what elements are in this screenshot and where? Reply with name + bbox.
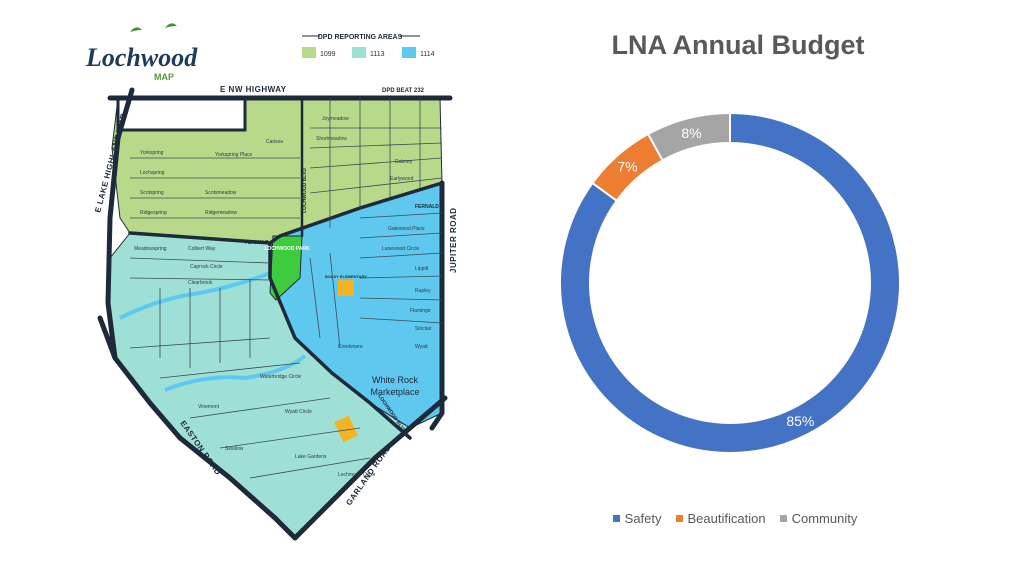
bird-icon bbox=[165, 23, 177, 28]
beat-label: DPD BEAT 232 bbox=[382, 88, 425, 94]
legend-swatch-safety bbox=[612, 515, 620, 522]
legend-item-beautification: Beautification bbox=[675, 511, 766, 526]
road-label-top: E NW HIGHWAY bbox=[220, 85, 287, 94]
minor-streets bbox=[129, 98, 443, 479]
street-label: Creekmere bbox=[338, 344, 363, 350]
street-label: Scotsmeadow bbox=[205, 190, 237, 196]
street-label: Swallow bbox=[225, 446, 244, 452]
logo-word: Lochwood bbox=[85, 43, 198, 72]
legend-code-1099: 1099 bbox=[320, 51, 336, 58]
street-label: Colbert Way bbox=[188, 246, 216, 252]
legend-swatch-1113 bbox=[352, 47, 366, 58]
street-label: Waterbridge Circle bbox=[260, 374, 301, 380]
doughnut-slices bbox=[559, 111, 901, 454]
map-legend: DPD REPORTING AREAS 1099 1113 1114 bbox=[302, 34, 435, 58]
street-label: Shortmeadow bbox=[316, 136, 347, 142]
park-label: LOCHWOOD PARK bbox=[264, 246, 310, 252]
street-label: Yorkspring Place bbox=[215, 152, 253, 158]
legend-label-safety: Safety bbox=[624, 511, 662, 526]
logo-sub: MAP bbox=[154, 72, 174, 82]
library-block bbox=[334, 415, 358, 443]
fernald-left: FERNALD bbox=[245, 240, 269, 246]
street-label: Rupley bbox=[415, 288, 431, 294]
street-label: Yorkspring bbox=[140, 150, 164, 156]
street-label: Wyatt bbox=[415, 344, 428, 350]
street-label: Joymeadow bbox=[322, 116, 349, 122]
data-label-community: 8% bbox=[681, 125, 701, 141]
street-label: Lippitt bbox=[415, 266, 429, 272]
street-labels: Joymeadow Carissa Shortmeadow Yorkspring… bbox=[134, 116, 432, 478]
street-label: Lanewood Circle bbox=[382, 246, 419, 252]
chart-title: LNA Annual Budget bbox=[611, 30, 865, 60]
doughnut-data-labels: 85% 7% 8% bbox=[617, 125, 814, 429]
street-label: Caprock Circle bbox=[190, 264, 223, 270]
street-label: Gatewood Place bbox=[388, 226, 425, 232]
street-label: Wyatt Circle bbox=[285, 409, 312, 415]
legend-item-community: Community bbox=[779, 511, 858, 526]
leaf-icon bbox=[130, 27, 142, 32]
legend-swatch-beautification bbox=[675, 515, 683, 522]
road-label-right: JUPITER ROAD bbox=[449, 207, 458, 273]
street-label: Scotspring bbox=[140, 190, 164, 196]
legend-label-community: Community bbox=[791, 511, 858, 526]
map-graphic: Lochwood MAP DPD REPORTING AREAS 1099 11… bbox=[85, 23, 458, 541]
legend-label-beautification: Beautification bbox=[687, 511, 766, 526]
excluded-block bbox=[116, 96, 247, 132]
legend-item-safety: Safety bbox=[612, 511, 662, 526]
legend-code-1113: 1113 bbox=[370, 51, 385, 58]
street-label: Clearbrook bbox=[188, 280, 213, 286]
legend-swatch-1099 bbox=[302, 47, 316, 58]
road-label-center: LOCHWOOD BLVD bbox=[302, 168, 308, 213]
slice-safety bbox=[559, 111, 901, 454]
school-block bbox=[338, 280, 354, 296]
legend-code-1114: 1114 bbox=[420, 51, 435, 58]
fernald-right: FERNALD bbox=[415, 204, 439, 210]
street-label: Flamingo bbox=[410, 308, 431, 314]
street-label: Lake Gardens bbox=[295, 454, 327, 460]
marketplace-line1: White Rock bbox=[372, 375, 419, 385]
budget-doughnut-chart: 85% 7% 8% bbox=[559, 111, 901, 454]
street-label: Carissa bbox=[266, 139, 283, 145]
marketplace-line2: Marketplace bbox=[370, 387, 419, 397]
street-label: Ridgespring bbox=[140, 210, 167, 216]
street-label: Vinemont bbox=[198, 404, 220, 410]
slice-community bbox=[646, 111, 731, 162]
street-label: Lochspring bbox=[140, 170, 165, 176]
creek-2 bbox=[164, 354, 307, 392]
street-label: Meadowspring bbox=[134, 246, 167, 252]
street-label: Earlywood bbox=[390, 176, 414, 182]
legend-swatch-1114 bbox=[402, 47, 416, 58]
data-label-safety: 85% bbox=[786, 413, 814, 429]
street-label: Sinclair bbox=[415, 326, 432, 332]
main-roads bbox=[97, 87, 453, 541]
school-label: BOLSY ELEMENTARY bbox=[325, 274, 367, 279]
legend-title: DPD REPORTING AREAS bbox=[318, 34, 403, 41]
creek-3 bbox=[309, 326, 401, 342]
street-label: Dabney bbox=[395, 159, 413, 165]
street-label: Ridgemeadow bbox=[205, 210, 237, 216]
data-label-beautification: 7% bbox=[617, 159, 637, 175]
map-logo: Lochwood MAP bbox=[85, 23, 198, 82]
chart-legend: Safety Beautification Community bbox=[585, 511, 885, 526]
lochwood-map: Lochwood MAP DPD REPORTING AREAS 1099 11… bbox=[70, 18, 490, 558]
legend-swatch-community bbox=[779, 515, 787, 522]
street-label: Lochmond Circle bbox=[338, 472, 376, 478]
